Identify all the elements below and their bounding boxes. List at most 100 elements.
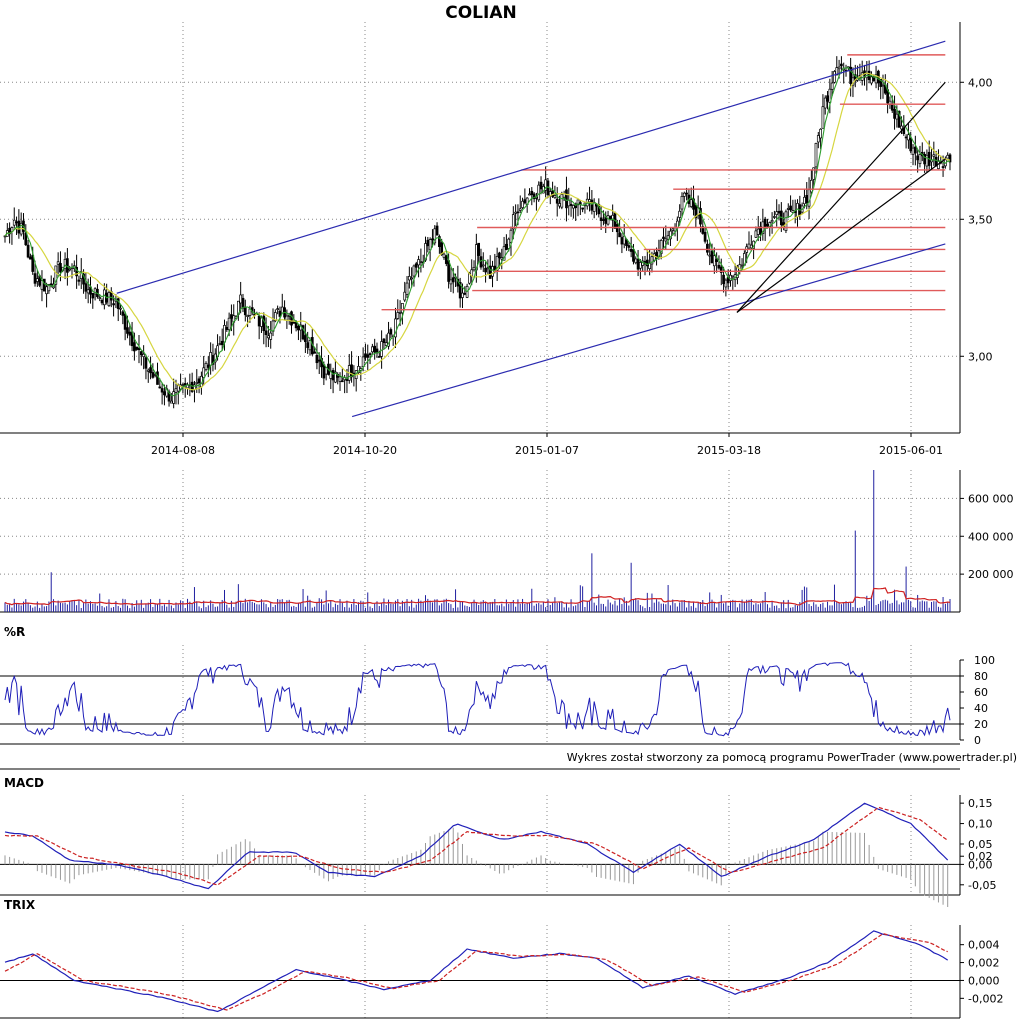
candle <box>130 321 134 352</box>
candle-body <box>895 113 899 120</box>
candle-body <box>142 353 145 357</box>
macd-ytick-label-3: 0,05 <box>968 838 993 851</box>
candle-body <box>123 313 127 330</box>
candle <box>269 320 273 349</box>
candle <box>578 200 582 216</box>
candle-body <box>602 219 605 221</box>
candle-body <box>361 356 365 367</box>
candle <box>112 295 115 317</box>
candle-body <box>893 108 896 119</box>
candle <box>68 265 72 272</box>
candle-body <box>749 244 753 249</box>
price-ytick-label-2: 4,00 <box>968 76 993 89</box>
trix-series-1 <box>4 932 948 1011</box>
candle <box>673 223 677 237</box>
candle <box>918 145 922 168</box>
candle-body <box>267 335 270 339</box>
candle-body <box>435 225 439 236</box>
candle-body <box>664 238 668 242</box>
candle-body <box>100 299 104 304</box>
candle-body <box>151 372 155 378</box>
candle-body <box>313 351 316 354</box>
candle <box>93 287 97 301</box>
candle <box>643 255 647 276</box>
candle <box>678 204 682 226</box>
candle <box>904 134 908 149</box>
trix-series-0 <box>4 930 949 1013</box>
candle-body <box>530 190 534 196</box>
candle <box>105 283 109 305</box>
candle-body <box>407 276 411 281</box>
candle-body <box>717 264 721 269</box>
candle <box>481 252 485 273</box>
candle <box>913 135 917 166</box>
macd-ytick-label-2: 0,02 <box>968 850 993 863</box>
candle <box>629 236 633 258</box>
candle-body <box>662 236 665 239</box>
candle-body <box>384 342 388 346</box>
candle-body <box>86 289 90 294</box>
candle <box>888 96 892 109</box>
candle-body <box>170 400 173 404</box>
volume-ytick-label-2: 600 000 <box>968 492 1014 505</box>
candle <box>394 307 397 349</box>
candle-body <box>627 245 631 248</box>
candle <box>24 224 28 246</box>
candle-body <box>904 136 908 139</box>
macd-ytick-label-4: 0,10 <box>968 818 993 831</box>
candle <box>826 91 829 110</box>
candle <box>539 176 543 195</box>
candle-body <box>860 72 864 81</box>
candle-body <box>500 257 504 260</box>
candle-body <box>879 79 883 87</box>
candle <box>819 128 822 150</box>
candle-body <box>724 279 728 288</box>
candle-body <box>925 154 929 167</box>
candle-body <box>685 192 688 195</box>
volume-ytick-label-1: 400 000 <box>968 530 1014 543</box>
price-xtick-label-3: 2015-03-18 <box>697 444 761 457</box>
candle <box>366 344 370 370</box>
candle <box>920 142 924 162</box>
candle <box>375 342 379 358</box>
candle-body <box>516 211 520 214</box>
candle-body <box>722 274 725 285</box>
candle-body <box>740 264 744 267</box>
candle <box>641 256 645 272</box>
candle <box>276 305 279 315</box>
candle-body <box>553 195 557 199</box>
candle-body <box>24 232 28 246</box>
candle <box>202 356 206 386</box>
price-ytick-label-1: 3,50 <box>968 213 993 226</box>
candle <box>620 233 624 254</box>
candle-body <box>710 250 714 264</box>
volume-panel: 200 000 400 000 600 000 <box>0 470 1014 613</box>
candle-body <box>195 382 199 384</box>
price-xtick-label-2: 2015-01-07 <box>515 444 579 457</box>
candle <box>135 346 139 351</box>
candle-body <box>401 302 404 314</box>
candle <box>412 264 416 287</box>
candle-body <box>278 310 282 317</box>
candle-body <box>368 353 372 355</box>
candle-body <box>505 243 508 251</box>
candle <box>618 219 621 238</box>
candle-body <box>202 367 206 378</box>
candle <box>724 278 728 297</box>
candle-body <box>371 346 374 353</box>
candle-body <box>708 254 712 257</box>
candle <box>932 141 936 166</box>
candle-body <box>366 354 370 358</box>
candle <box>784 209 788 234</box>
candle <box>414 261 418 273</box>
candle-body <box>821 106 825 129</box>
candle-body <box>181 384 185 386</box>
candle-body <box>153 374 157 376</box>
candle <box>518 195 522 214</box>
candle-body <box>382 338 386 344</box>
candle-body <box>447 260 450 282</box>
candle <box>331 367 335 394</box>
trix-ytick-label-1: 0,000 <box>968 974 1000 987</box>
candle <box>946 152 950 159</box>
candle-body <box>518 208 522 211</box>
